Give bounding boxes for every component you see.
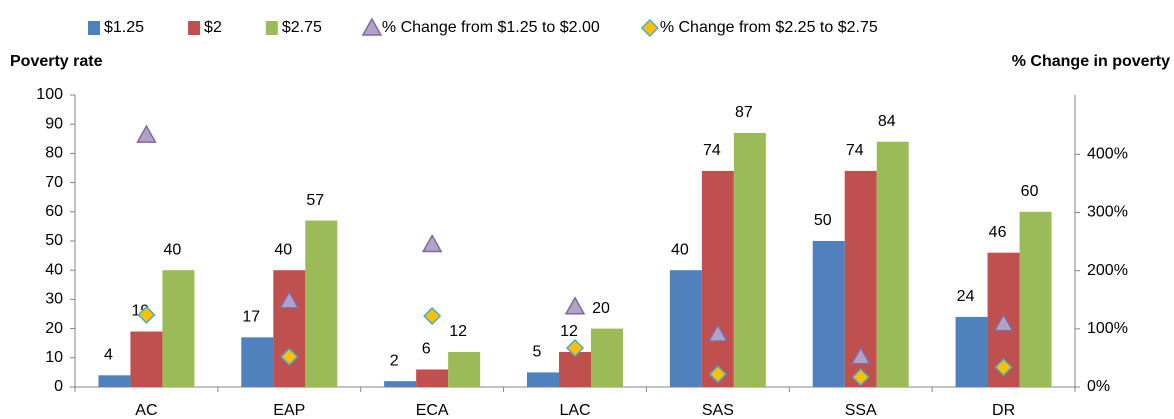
data-label: 74 (703, 142, 721, 159)
y-tick-label: 90 (45, 115, 63, 132)
bar (130, 331, 163, 387)
y2-tick-label: 400% (1087, 146, 1128, 163)
bar (591, 328, 623, 387)
data-label: 24 (957, 288, 975, 305)
bar (273, 270, 306, 387)
data-label: 2 (390, 352, 399, 369)
legend-symbol (640, 18, 659, 38)
bar (701, 170, 734, 387)
y-tick-label: 0 (54, 378, 63, 395)
bar (559, 351, 591, 387)
marker-diamond (423, 306, 442, 326)
legend-label: $1.25 (104, 19, 144, 36)
legend-label: $2.75 (282, 19, 322, 36)
bar (1019, 211, 1052, 387)
x-tick-label: LAC (559, 402, 590, 419)
data-label: 46 (989, 224, 1007, 241)
data-label: 6 (422, 341, 431, 358)
y2-tick-label: 0% (1087, 378, 1110, 395)
data-label: 12 (560, 323, 578, 340)
data-label: 50 (814, 212, 832, 229)
data-label: 57 (306, 192, 324, 209)
data-label: 40 (671, 241, 689, 258)
data-label: 17 (242, 309, 260, 326)
bar (733, 132, 766, 387)
legend-label: % Change from $2.25 to $2.75 (660, 19, 878, 36)
data-label: 40 (164, 241, 182, 258)
y-tick-label: 70 (45, 174, 63, 191)
marker-triangle (850, 346, 871, 365)
data-label: 74 (846, 142, 864, 159)
legend-swatch (188, 21, 201, 35)
y2-tick-label: 100% (1087, 320, 1128, 337)
marker-triangle (564, 296, 586, 315)
data-label: 40 (274, 241, 292, 258)
data-label: 87 (735, 104, 753, 121)
bar (384, 381, 417, 387)
y-tick-label: 10 (45, 349, 63, 366)
bar (416, 369, 449, 387)
bar (669, 270, 702, 387)
y-tick-label: 60 (45, 203, 63, 220)
x-tick-label: DR (992, 402, 1015, 419)
data-label: 5 (533, 344, 542, 361)
bar (955, 316, 988, 387)
bar (527, 372, 559, 387)
y-tick-label: 40 (45, 261, 63, 278)
y-tick-label: 30 (45, 291, 63, 308)
data-label: 4 (104, 347, 113, 364)
legend-symbol (361, 17, 383, 36)
x-tick-label: ECA (416, 402, 449, 419)
marker-diamond (565, 338, 585, 358)
marker-triangle (279, 290, 300, 309)
x-tick-label: EAP (273, 402, 305, 419)
y-axis-title: Poverty rate (10, 53, 103, 70)
bar (305, 220, 338, 387)
y-tick-label: 50 (45, 232, 63, 249)
y-tick-label: 20 (45, 320, 63, 337)
y2-tick-label: 200% (1087, 262, 1128, 279)
bar (812, 241, 845, 387)
legend-swatch (265, 21, 278, 35)
marker-diamond (280, 347, 299, 366)
marker-triangle (707, 323, 729, 342)
data-label: 60 (1021, 183, 1039, 200)
bar (162, 270, 195, 387)
bar (98, 375, 131, 387)
marker-diamond (851, 368, 870, 387)
y-tick-label: 100 (36, 86, 63, 103)
marker-diamond (708, 365, 727, 384)
y2-axis-title: % Change in poverty (1012, 53, 1170, 70)
bar (241, 337, 274, 387)
marker-triangle (421, 233, 443, 253)
x-tick-label: SSA (845, 402, 877, 419)
data-label: 12 (449, 323, 467, 340)
legend-label: % Change from $1.25 to $2.00 (382, 19, 600, 36)
legend-label: $2 (204, 19, 222, 36)
legend-swatch (88, 21, 100, 35)
x-tick-label: SAS (702, 402, 734, 419)
marker-diamond (137, 305, 156, 324)
marker-triangle (136, 124, 157, 143)
marker-triangle (993, 313, 1014, 332)
bar (876, 141, 909, 387)
y-tick-label: 80 (45, 145, 63, 162)
y2-tick-label: 300% (1087, 204, 1128, 221)
bar (448, 351, 481, 387)
x-tick-label: AC (135, 402, 157, 419)
data-label: 20 (592, 300, 610, 317)
data-label: 84 (878, 113, 896, 130)
marker-diamond (994, 358, 1013, 377)
